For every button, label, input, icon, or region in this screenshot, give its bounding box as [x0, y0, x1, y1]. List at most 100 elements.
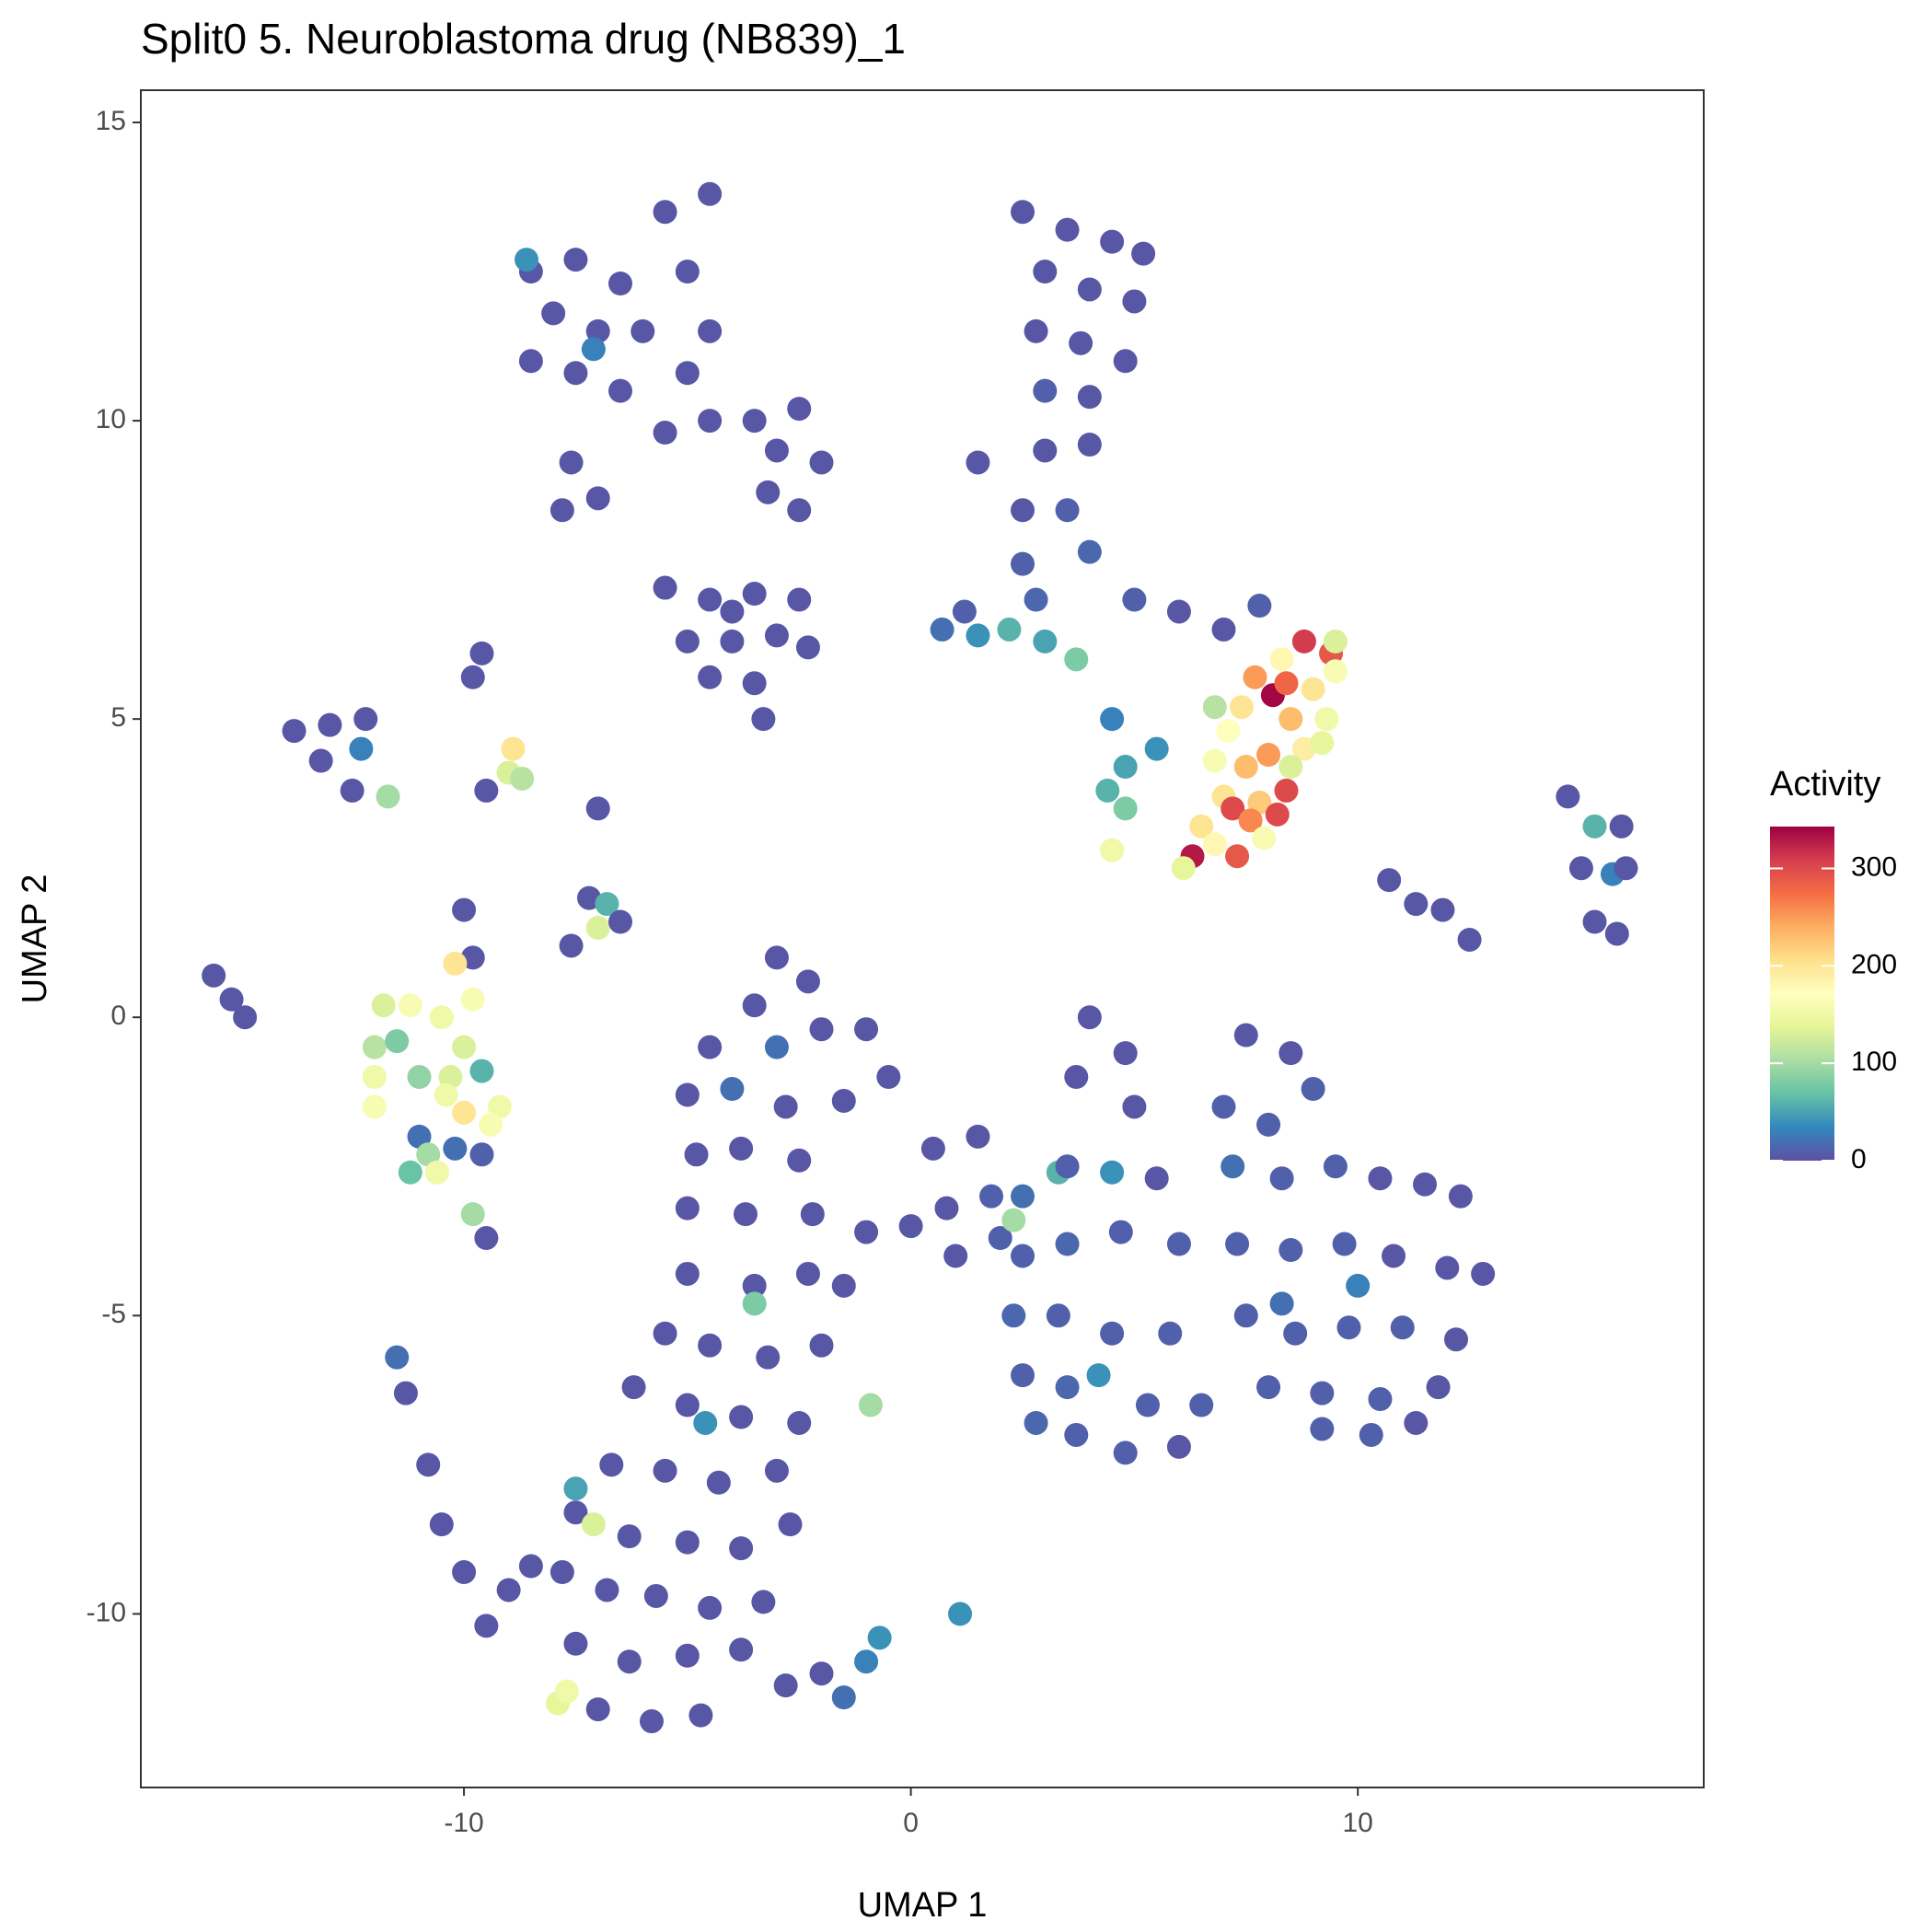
point	[617, 1524, 642, 1549]
point	[795, 1261, 820, 1286]
point	[675, 1082, 700, 1107]
point	[675, 1196, 700, 1221]
point	[1077, 385, 1102, 410]
point	[795, 969, 820, 994]
point	[698, 587, 723, 612]
point	[1113, 1041, 1138, 1066]
colorbar	[1770, 827, 1834, 1161]
point	[809, 450, 834, 475]
point	[1086, 1363, 1111, 1388]
point	[1256, 743, 1281, 768]
point	[474, 1226, 499, 1251]
point	[581, 1512, 606, 1537]
point	[1377, 868, 1402, 893]
point	[585, 916, 610, 941]
y-tick-label: 0	[110, 1001, 126, 1031]
point	[1001, 1208, 1026, 1232]
points	[202, 181, 1638, 1734]
point	[1283, 1321, 1308, 1346]
y-axis-title: UMAP 2	[16, 874, 54, 1004]
point	[608, 272, 633, 296]
point	[1202, 695, 1227, 720]
point	[1225, 844, 1250, 869]
point	[469, 1059, 494, 1083]
point	[729, 1637, 754, 1662]
point	[1055, 498, 1080, 523]
point	[1614, 856, 1638, 881]
point	[1301, 1077, 1325, 1102]
point	[943, 1244, 968, 1268]
point	[1609, 814, 1634, 839]
point	[948, 1602, 973, 1626]
point	[1243, 665, 1267, 689]
point	[1122, 1094, 1147, 1119]
point	[398, 993, 422, 1018]
point	[684, 1142, 709, 1167]
point	[675, 1643, 700, 1668]
point	[563, 1476, 588, 1501]
point	[452, 1100, 477, 1125]
point	[474, 1614, 499, 1638]
y-tick-label: 15	[96, 106, 126, 136]
point	[559, 450, 584, 475]
point	[443, 951, 468, 976]
point	[787, 1148, 812, 1173]
point	[693, 1410, 718, 1435]
point	[1055, 1232, 1080, 1256]
point	[371, 993, 396, 1018]
point	[1404, 1410, 1429, 1435]
point	[800, 1202, 825, 1227]
point	[966, 1124, 990, 1149]
point	[1256, 1375, 1281, 1400]
point	[1426, 1375, 1451, 1400]
y-tick-label: -10	[87, 1597, 126, 1627]
point	[487, 1094, 512, 1119]
point	[1055, 1375, 1080, 1400]
point	[742, 671, 767, 696]
point	[1055, 1154, 1080, 1179]
point	[1011, 498, 1035, 523]
point	[1247, 790, 1272, 815]
point	[720, 629, 745, 654]
point	[1471, 1261, 1496, 1286]
point	[876, 1065, 901, 1090]
point	[385, 1029, 410, 1054]
point	[831, 1088, 856, 1113]
point	[787, 397, 812, 422]
point	[1582, 909, 1607, 934]
point	[585, 486, 610, 511]
point	[1144, 1166, 1169, 1191]
point	[1033, 378, 1058, 403]
point	[653, 421, 677, 445]
point	[1064, 647, 1089, 672]
point	[1229, 695, 1254, 720]
point	[563, 361, 588, 386]
point	[653, 575, 677, 600]
point	[353, 707, 378, 732]
point	[1221, 1154, 1245, 1179]
point	[1113, 1440, 1138, 1465]
point	[1278, 1238, 1303, 1263]
point	[675, 1530, 700, 1555]
point	[460, 1202, 485, 1227]
point	[1274, 671, 1299, 696]
point	[479, 1112, 503, 1137]
point	[1113, 349, 1138, 374]
point	[854, 1017, 879, 1042]
point	[1100, 229, 1125, 254]
point	[631, 318, 655, 343]
point	[1256, 1112, 1281, 1137]
point	[733, 1202, 758, 1227]
point	[773, 1094, 798, 1119]
point	[1069, 330, 1093, 355]
point	[1202, 748, 1227, 773]
point	[1135, 1393, 1160, 1417]
point	[518, 349, 543, 374]
point	[1216, 719, 1241, 744]
point	[997, 617, 1022, 642]
point	[1100, 707, 1125, 732]
point	[966, 623, 990, 648]
point	[621, 1375, 646, 1400]
point	[1113, 796, 1138, 821]
